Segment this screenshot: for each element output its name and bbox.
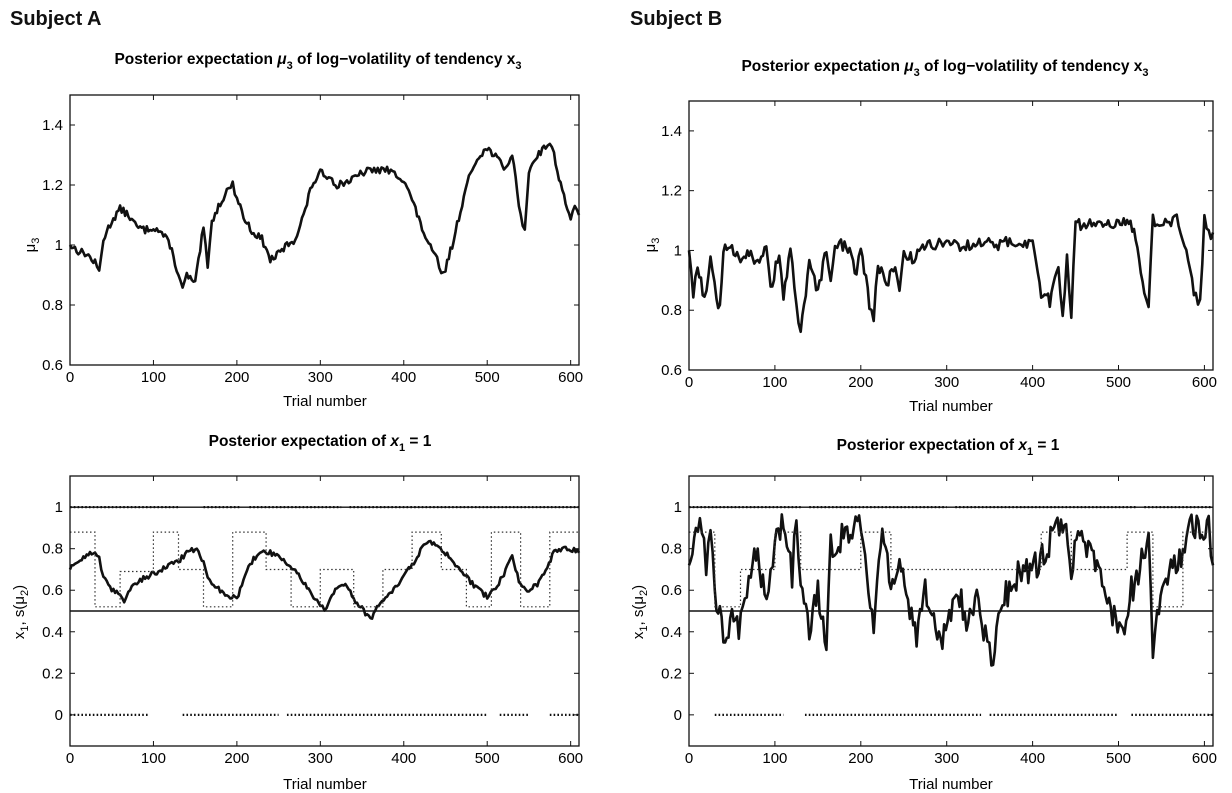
ytick-label-a-top-4: 1.4 — [42, 117, 63, 134]
xtick-label-b-top-4: 400 — [1020, 374, 1045, 391]
ytick-label-b-top-3: 1.2 — [661, 183, 682, 200]
ytick-label-b-top-4: 1.4 — [661, 123, 682, 140]
xtick-label-b-top-5: 500 — [1106, 374, 1131, 391]
ytick-label-b-top-1: 0.8 — [661, 302, 682, 319]
xtick-label-a-top-1: 100 — [141, 369, 166, 386]
ytick-label-a-top-3: 1.2 — [42, 177, 63, 194]
series-line-b-bottom — [687, 513, 1215, 667]
xtick-label-a-top-3: 300 — [308, 369, 333, 386]
ytick-label-b-bottom-1: 0.2 — [661, 665, 682, 682]
series-dotted-a-bottom — [70, 531, 579, 608]
xlabel-a-bottom: Trial number — [283, 776, 367, 793]
xtick-label-a-bottom-6: 600 — [558, 750, 583, 767]
ytick-label-b-bottom-0: 0 — [674, 707, 682, 724]
ytick-label-a-top-1: 0.8 — [42, 297, 63, 314]
xlabel-b-bottom: Trial number — [909, 776, 993, 793]
xtick-label-b-bottom-5: 500 — [1106, 750, 1131, 767]
xtick-label-b-top-1: 100 — [762, 374, 787, 391]
ytick-label-a-top-2: 1 — [55, 237, 63, 254]
panel-title-b-top: Posterior expectation μ3 of log−volatili… — [741, 58, 1148, 79]
xtick-label-b-top-2: 200 — [848, 374, 873, 391]
axes-frame-b-bottom — [688, 475, 1214, 747]
xtick-label-a-bottom-2: 200 — [224, 750, 249, 767]
xtick-label-b-top-3: 300 — [934, 374, 959, 391]
ytick-label-b-bottom-4: 0.8 — [661, 541, 682, 558]
series-line-a-top — [68, 142, 581, 289]
ylabel-b-bottom: x1, s(μ2) — [630, 585, 650, 639]
xtick-label-a-bottom-3: 300 — [308, 750, 333, 767]
ytick-label-a-bottom-3: 0.6 — [42, 582, 63, 599]
ytick-label-b-top-0: 0.6 — [661, 362, 682, 379]
axes-frame-a-bottom — [69, 475, 580, 747]
ytick-label-b-bottom-5: 1 — [674, 499, 682, 516]
xtick-label-b-bottom-4: 400 — [1020, 750, 1045, 767]
axes-frame-a-top — [69, 94, 580, 366]
xtick-label-b-top-6: 600 — [1192, 374, 1217, 391]
panel-title-a-top: Posterior expectation μ3 of log−volatili… — [114, 51, 521, 72]
ytick-label-b-bottom-3: 0.6 — [661, 582, 682, 599]
panel-title-b-bottom: Posterior expectation of x1 = 1 — [837, 437, 1060, 458]
ytick-label-a-top-0: 0.6 — [42, 357, 63, 374]
xtick-label-a-bottom-5: 500 — [475, 750, 500, 767]
ytick-label-a-bottom-1: 0.2 — [42, 665, 63, 682]
series-line-b-top — [687, 213, 1215, 334]
ylabel-a-bottom: x1, s(μ2) — [11, 585, 31, 639]
axes-frame-b-top — [688, 100, 1214, 371]
ytick-label-b-top-2: 1 — [674, 242, 682, 259]
xtick-label-a-top-0: 0 — [66, 369, 74, 386]
xtick-label-a-bottom-4: 400 — [391, 750, 416, 767]
subject-b-label: Subject B — [630, 8, 723, 30]
ytick-label-a-bottom-4: 0.8 — [42, 541, 63, 558]
series-line-a-bottom — [68, 539, 581, 621]
ylabel-b-top: μ3 — [642, 238, 662, 253]
series-dotted-b-bottom — [689, 531, 1213, 608]
ytick-label-b-bottom-2: 0.4 — [661, 624, 682, 641]
xtick-label-b-bottom-0: 0 — [685, 750, 693, 767]
ytick-label-a-bottom-2: 0.4 — [42, 624, 63, 641]
ytick-label-a-bottom-5: 1 — [55, 499, 63, 516]
xtick-label-a-top-6: 600 — [558, 369, 583, 386]
xtick-label-a-top-5: 500 — [475, 369, 500, 386]
xtick-label-b-bottom-2: 200 — [848, 750, 873, 767]
subject-a-label: Subject A — [10, 8, 102, 30]
xtick-label-a-bottom-1: 100 — [141, 750, 166, 767]
xlabel-a-top: Trial number — [283, 393, 367, 410]
xtick-label-b-bottom-6: 600 — [1192, 750, 1217, 767]
xtick-label-a-top-2: 200 — [224, 369, 249, 386]
xtick-label-b-top-0: 0 — [685, 374, 693, 391]
xlabel-b-top: Trial number — [909, 398, 993, 415]
ytick-label-a-bottom-0: 0 — [55, 707, 63, 724]
xtick-label-b-bottom-1: 100 — [762, 750, 787, 767]
panel-title-a-bottom: Posterior expectation of x1 = 1 — [209, 433, 432, 454]
xtick-label-b-bottom-3: 300 — [934, 750, 959, 767]
xtick-label-a-top-4: 400 — [391, 369, 416, 386]
ylabel-a-top: μ3 — [22, 238, 42, 253]
xtick-label-a-bottom-0: 0 — [66, 750, 74, 767]
